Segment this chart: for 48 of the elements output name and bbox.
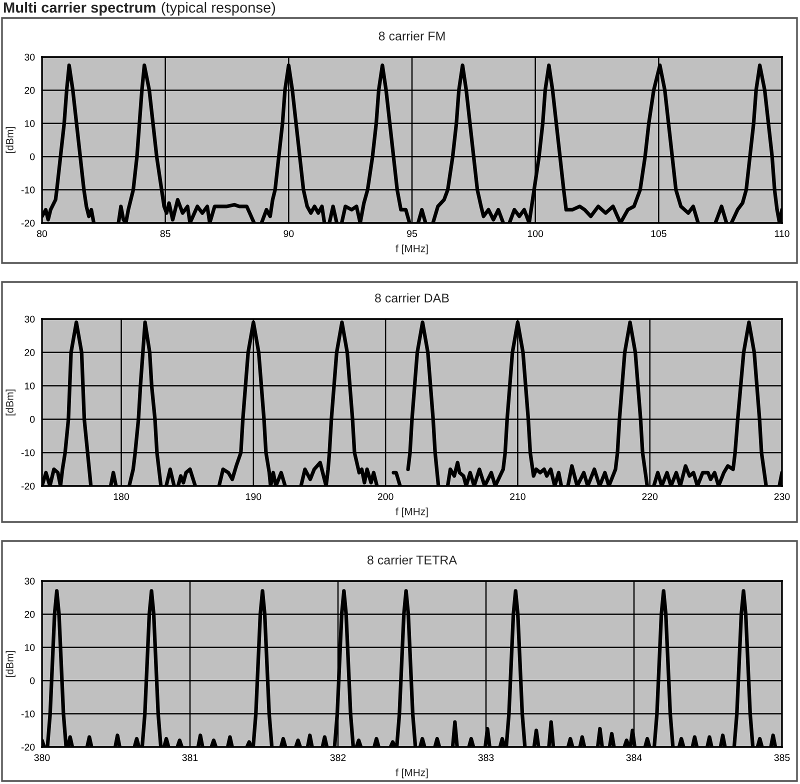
x-tick-label: 105 bbox=[651, 230, 666, 238]
y-tick-label: 20 bbox=[24, 349, 35, 356]
x-tick-label: 230 bbox=[774, 493, 790, 500]
x-tick-label: 220 bbox=[642, 493, 658, 500]
x-tick-label: 80 bbox=[37, 230, 48, 238]
x-axis-title: f [MHz] bbox=[396, 768, 428, 778]
text: (typical response) bbox=[162, 2, 276, 16]
x-tick-label: 383 bbox=[478, 754, 494, 762]
y-tick-label: 20 bbox=[24, 610, 35, 618]
y-axis-title: [dBm] bbox=[6, 651, 16, 677]
x-tick-label: 384 bbox=[626, 754, 642, 762]
chart-title: 8 carrier DAB bbox=[375, 293, 449, 302]
y-axis-title: [dBm] bbox=[6, 390, 16, 416]
x-tick-label: 100 bbox=[528, 230, 544, 238]
y-tick-label: 10 bbox=[24, 644, 35, 652]
x-tick-label: 90 bbox=[284, 230, 294, 238]
y-tick-label: -10 bbox=[21, 710, 35, 718]
y-tick-label: 10 bbox=[24, 120, 35, 128]
y-tick-label: -20 bbox=[21, 744, 35, 751]
x-tick-label: 385 bbox=[774, 754, 790, 762]
chart-title: 8 carrier TETRA bbox=[368, 555, 458, 564]
x-tick-label: 381 bbox=[182, 754, 198, 762]
y-tick-label: -20 bbox=[21, 220, 35, 227]
x-tick-label: 110 bbox=[774, 230, 790, 238]
chart-title: 8 carrier FM bbox=[378, 31, 445, 40]
x-tick-label: 200 bbox=[378, 493, 394, 500]
x-tick-label: 85 bbox=[160, 230, 170, 238]
text: Multi carrier spectrum bbox=[4, 2, 156, 16]
x-axis-title: f [MHz] bbox=[396, 244, 428, 254]
y-tick-label: -10 bbox=[21, 449, 35, 456]
y-tick-label: 0 bbox=[30, 677, 35, 684]
x-tick-label: 180 bbox=[114, 493, 130, 500]
y-tick-label: 30 bbox=[24, 316, 35, 323]
x-tick-label: 210 bbox=[510, 493, 526, 500]
y-tick-label: 30 bbox=[24, 578, 35, 585]
x-tick-label: 95 bbox=[407, 230, 417, 238]
y-axis-title: [dBm] bbox=[6, 127, 16, 153]
x-tick-label: 190 bbox=[246, 493, 262, 500]
y-tick-label: 10 bbox=[24, 382, 35, 390]
y-tick-label: -20 bbox=[21, 482, 35, 490]
x-tick-label: 380 bbox=[34, 754, 50, 762]
y-tick-label: 30 bbox=[24, 54, 35, 61]
y-tick-label: -10 bbox=[21, 186, 35, 194]
y-tick-label: 0 bbox=[30, 416, 35, 423]
y-tick-label: 20 bbox=[24, 86, 35, 94]
x-tick-label: 382 bbox=[330, 754, 346, 762]
x-axis-title: f [MHz] bbox=[396, 508, 428, 518]
y-tick-label: 0 bbox=[30, 153, 35, 160]
